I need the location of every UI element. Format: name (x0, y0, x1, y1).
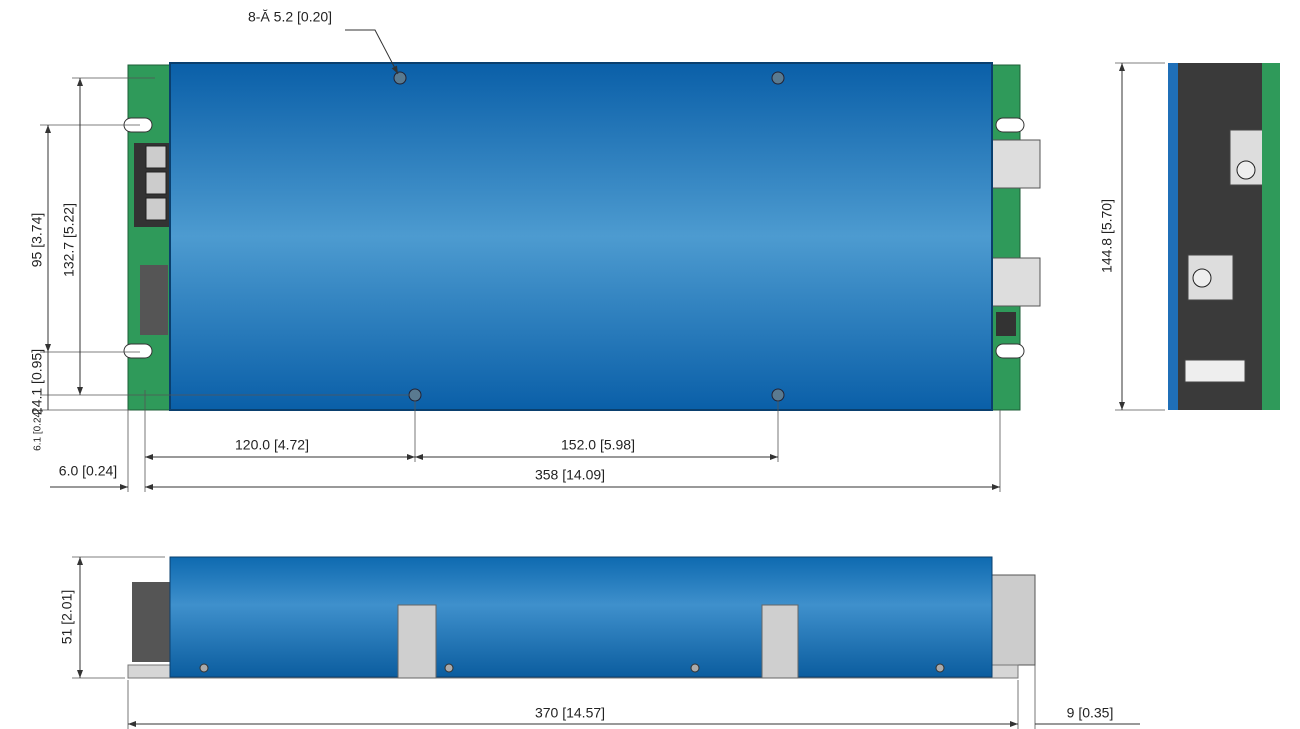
hole-callout: 8-Ă 5.2 [0.20] (248, 9, 332, 25)
dimension-label: 358 [14.09] (535, 467, 605, 483)
dimension-label: 132.7 [5.22] (61, 203, 77, 277)
side-view (1168, 63, 1280, 410)
dimension-label: 9 [0.35] (1067, 705, 1114, 721)
front-view (127, 556, 1036, 679)
top-view (123, 62, 1041, 411)
dimension-label: 6.0 [0.24] (59, 463, 117, 479)
dimension-label: 51 [2.01] (59, 590, 75, 645)
dimension-label: 6.1 [0.24] (33, 409, 44, 451)
dimension-label: 95 [3.74] (29, 213, 45, 268)
dimension-label: 152.0 [5.98] (561, 437, 635, 453)
dimension-label: 370 [14.57] (535, 705, 605, 721)
dimension-lines (40, 29, 1165, 729)
dimension-label: 120.0 [4.72] (235, 437, 309, 453)
dimension-label: 24.1 [0.95] (29, 349, 45, 415)
labels: 8-Ă 5.2 [0.20] 95 [3.74] 132.7 [5.22] 24… (29, 9, 1115, 721)
dimension-label: 144.8 [5.70] (1099, 199, 1115, 273)
